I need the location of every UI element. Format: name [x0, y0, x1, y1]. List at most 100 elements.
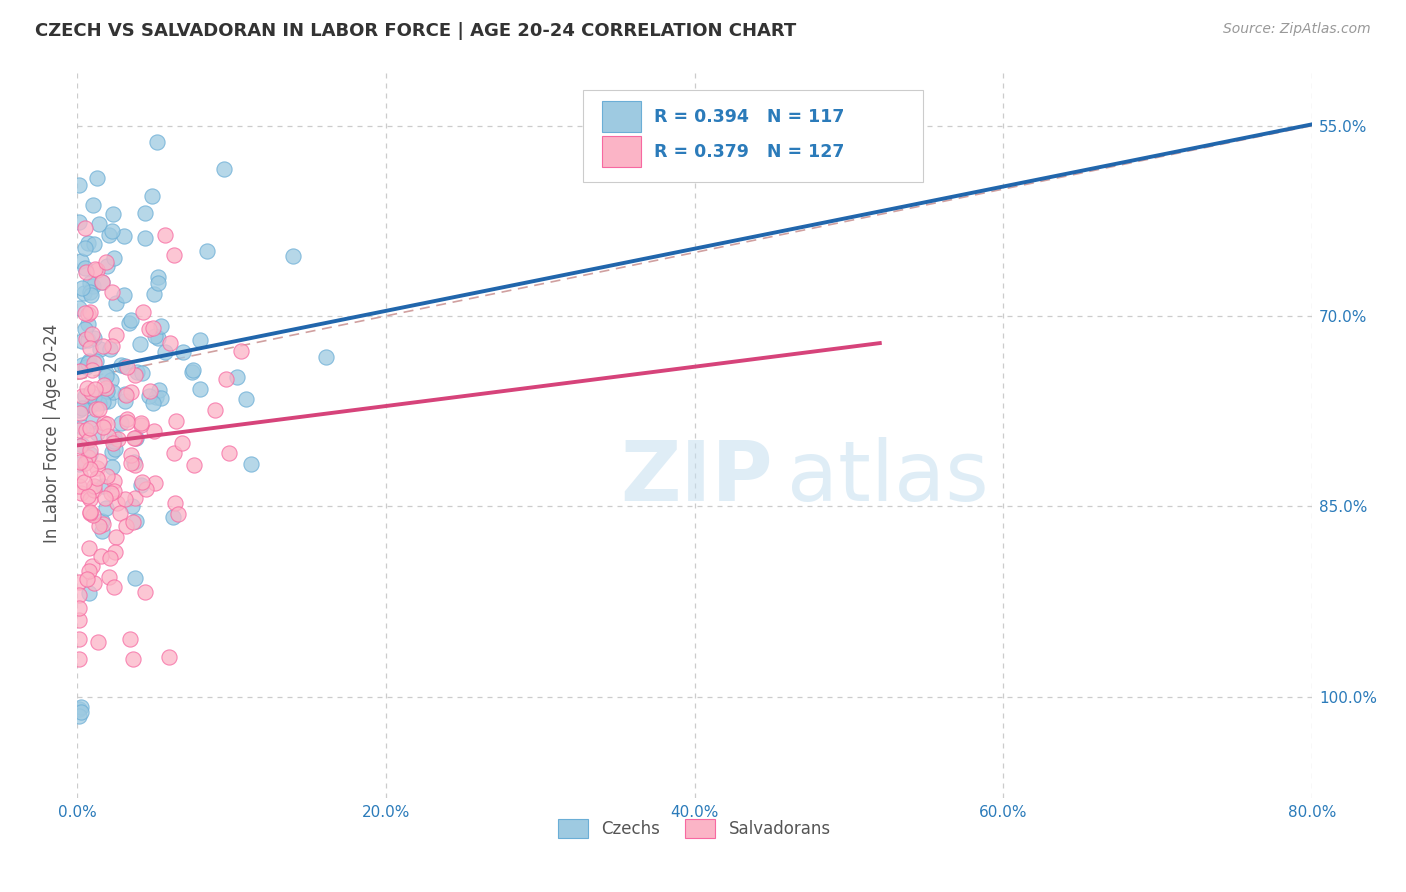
Point	[188, 382, 211, 396]
Point	[142, 396, 165, 410]
Point	[115, 360, 138, 375]
Point	[118, 317, 141, 331]
Point	[87, 454, 110, 468]
Point	[149, 391, 172, 405]
Point	[110, 416, 132, 430]
Point	[82, 414, 104, 428]
Point	[163, 446, 186, 460]
Point	[87, 519, 110, 533]
Point	[75, 265, 97, 279]
Point	[96, 384, 118, 398]
Text: Source: ZipAtlas.com: Source: ZipAtlas.com	[1223, 22, 1371, 37]
Point	[80, 398, 103, 412]
Point	[67, 215, 90, 229]
Point	[83, 576, 105, 591]
Point	[129, 478, 152, 492]
Point	[104, 295, 127, 310]
Point	[125, 514, 148, 528]
Point	[70, 389, 93, 403]
Text: ZIP: ZIP	[620, 436, 773, 517]
Point	[69, 699, 91, 714]
Point	[77, 541, 100, 555]
Point	[70, 334, 93, 348]
Point	[79, 447, 101, 461]
Point	[69, 406, 91, 420]
FancyBboxPatch shape	[602, 102, 641, 132]
Point	[105, 530, 128, 544]
Point	[122, 431, 145, 445]
Point	[105, 328, 128, 343]
Point	[93, 395, 115, 409]
Point	[104, 545, 127, 559]
Point	[124, 431, 146, 445]
Point	[138, 322, 160, 336]
Point	[79, 421, 101, 435]
Point	[239, 457, 262, 471]
Point	[120, 457, 142, 471]
Legend: Czechs, Salvadorans: Czechs, Salvadorans	[551, 812, 838, 845]
Point	[96, 417, 118, 431]
Point	[134, 585, 156, 599]
Text: R = 0.379   N = 127: R = 0.379 N = 127	[654, 143, 844, 161]
Point	[129, 417, 152, 431]
Point	[146, 331, 169, 345]
FancyBboxPatch shape	[602, 136, 641, 167]
Point	[70, 420, 93, 434]
Point	[134, 230, 156, 244]
Point	[73, 475, 96, 489]
Point	[124, 491, 146, 505]
Point	[70, 438, 93, 452]
Point	[97, 393, 120, 408]
Point	[114, 393, 136, 408]
Point	[76, 356, 98, 370]
Point	[79, 442, 101, 457]
Point	[90, 549, 112, 563]
Point	[75, 359, 97, 374]
Point	[86, 425, 108, 440]
Point	[124, 458, 146, 472]
Point	[114, 359, 136, 373]
Point	[115, 411, 138, 425]
Point	[100, 486, 122, 500]
Point	[162, 510, 184, 524]
Point	[83, 483, 105, 497]
Point	[77, 235, 100, 250]
Point	[82, 279, 104, 293]
Point	[82, 508, 104, 522]
Point	[283, 248, 305, 262]
Point	[67, 301, 90, 316]
Point	[69, 705, 91, 719]
Point	[69, 454, 91, 468]
Point	[79, 285, 101, 299]
Point	[94, 369, 117, 384]
Point	[122, 515, 145, 529]
Point	[90, 515, 112, 529]
Point	[115, 388, 138, 402]
Point	[163, 248, 186, 262]
Point	[79, 565, 101, 579]
Point	[148, 383, 170, 397]
Point	[103, 434, 125, 449]
Point	[107, 432, 129, 446]
Point	[124, 571, 146, 585]
Point	[79, 396, 101, 410]
Point	[98, 550, 121, 565]
Text: R = 0.394   N = 117: R = 0.394 N = 117	[654, 108, 844, 126]
Point	[96, 366, 118, 380]
Point	[75, 221, 97, 235]
Point	[155, 227, 177, 242]
Point	[101, 338, 124, 352]
Point	[72, 281, 94, 295]
Point	[125, 365, 148, 379]
Point	[73, 305, 96, 319]
Point	[76, 489, 98, 503]
Point	[91, 420, 114, 434]
Point	[122, 455, 145, 469]
Point	[112, 229, 135, 244]
Point	[141, 188, 163, 202]
Point	[131, 475, 153, 490]
Point	[103, 580, 125, 594]
Point	[67, 402, 90, 417]
Point	[120, 384, 142, 399]
Point	[188, 333, 211, 347]
